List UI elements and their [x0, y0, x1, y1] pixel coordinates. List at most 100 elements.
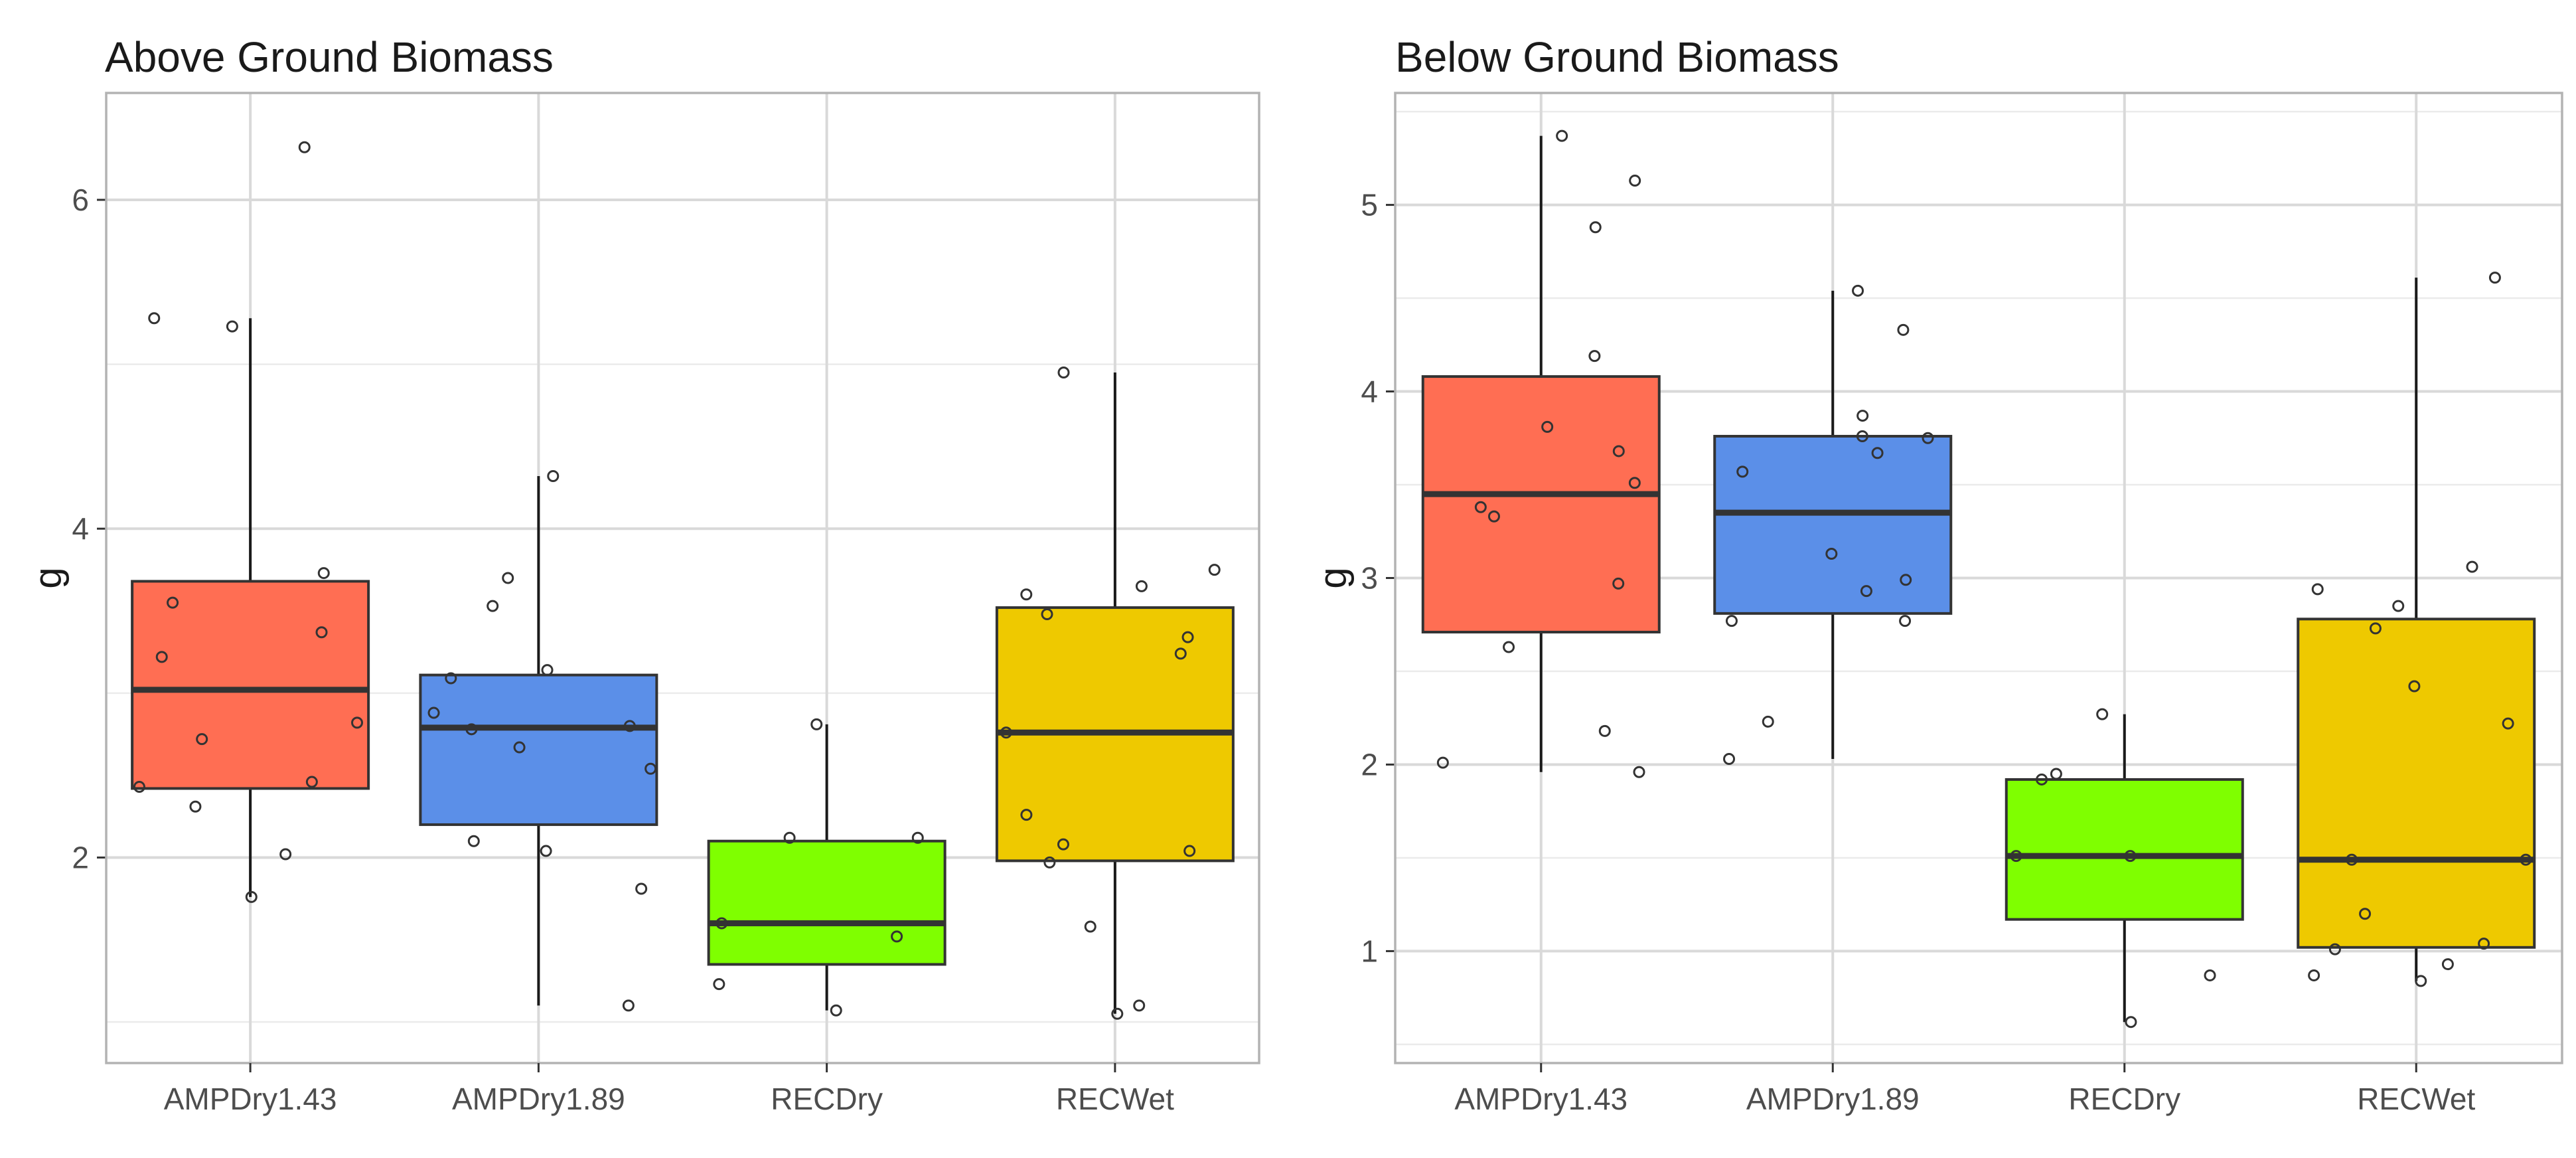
x-tick-label: AMPDry1.43 — [164, 1082, 337, 1116]
data-point — [547, 469, 560, 482]
panel-background — [106, 93, 1259, 1063]
data-point — [1041, 608, 1053, 620]
data-point — [1133, 999, 1146, 1012]
panel-border — [105, 92, 1260, 1064]
data-point — [487, 600, 499, 612]
data-point — [1057, 366, 1070, 378]
data-point — [891, 930, 903, 943]
data-point — [226, 320, 238, 333]
data-point — [2359, 908, 2372, 920]
data-point — [1111, 1007, 1124, 1020]
panel-above-ground: 2 4 6 AMPDry1.43 AMPDry1.89 RECDry RECWet Above… — [27, 33, 1260, 1116]
data-point — [2036, 773, 2048, 786]
data-point — [541, 664, 554, 677]
iqr-box — [131, 580, 370, 790]
data-point — [2441, 958, 2454, 971]
data-point — [2096, 708, 2109, 720]
data-point — [279, 848, 292, 861]
data-point — [445, 672, 457, 685]
data-point — [2488, 272, 2501, 284]
data-point — [155, 651, 168, 663]
data-point — [1856, 430, 1868, 442]
data-point — [1633, 766, 1645, 778]
data-point — [713, 978, 725, 991]
data-point — [1043, 856, 1056, 869]
y-tick-label: 4 — [72, 511, 89, 546]
box-RECDry — [2005, 714, 2244, 1023]
data-point — [1598, 724, 1611, 737]
data-point — [2308, 969, 2320, 981]
data-point — [1897, 323, 1910, 336]
y-tick-label: 3 — [1361, 561, 1378, 596]
data-point — [1612, 577, 1625, 590]
iqr-box — [707, 839, 947, 966]
data-point — [2328, 943, 2341, 955]
data-point — [1612, 445, 1625, 457]
box-AMPDry1.89 — [1713, 290, 1953, 760]
data-point — [1556, 129, 1568, 142]
data-point — [644, 762, 657, 775]
data-point — [1000, 726, 1012, 739]
box-RECWet — [2297, 278, 2536, 981]
data-point — [2204, 969, 2216, 981]
box-AMPDry1.43 — [131, 318, 370, 897]
data-point — [1020, 588, 1033, 601]
iqr-box — [2005, 778, 2244, 921]
box-RECDry — [707, 724, 947, 1011]
data-point — [2346, 853, 2358, 866]
data-point — [623, 720, 636, 732]
data-point — [783, 831, 796, 844]
data-point — [427, 706, 440, 719]
data-point — [1629, 175, 1641, 187]
data-point — [1057, 838, 1069, 851]
x-tick-label: RECWet — [2357, 1082, 2475, 1116]
data-point — [2415, 975, 2427, 987]
data-point — [1183, 845, 1196, 857]
chart-title: Below Ground Biomass — [1395, 33, 1839, 81]
data-point — [1900, 574, 1912, 586]
data-point — [2408, 680, 2421, 693]
data-point — [502, 572, 514, 584]
iqr-box — [1713, 434, 1953, 615]
data-point — [1899, 615, 1912, 627]
data-point — [196, 733, 208, 746]
data-point — [1825, 547, 1838, 560]
data-point — [1084, 920, 1097, 933]
panel-border — [1394, 92, 2563, 1064]
data-point — [305, 776, 318, 788]
data-point — [911, 831, 924, 844]
data-point — [830, 1004, 842, 1017]
chart-title: Above Ground Biomass — [105, 33, 554, 81]
data-point — [1181, 631, 1194, 643]
data-point — [1871, 447, 1884, 459]
data-point — [2369, 622, 2382, 635]
data-point — [189, 800, 202, 813]
data-point — [1736, 465, 1749, 478]
iqr-box — [1421, 375, 1661, 633]
iqr-box — [2297, 618, 2536, 949]
data-point — [1474, 501, 1487, 513]
data-point — [1856, 410, 1869, 422]
data-point — [1174, 647, 1187, 660]
data-point — [2124, 850, 2137, 863]
data-point — [167, 596, 179, 609]
data-point — [2392, 600, 2405, 612]
data-point — [1135, 580, 1148, 592]
data-point — [315, 626, 328, 639]
data-point — [133, 780, 145, 793]
data-point — [467, 835, 480, 847]
data-point — [1208, 564, 1221, 576]
data-point — [2125, 1016, 2137, 1029]
data-point — [810, 718, 823, 730]
data-point — [1436, 756, 1449, 769]
data-point — [1852, 284, 1864, 297]
data-point — [148, 312, 161, 325]
y-tick-label: 2 — [72, 840, 89, 874]
panel-below-ground: 1 2 3 4 5 AMPDry1.43 AMPDry1.89 RECDry RECWet Bel… — [1312, 33, 2563, 1116]
y-axis-label: g — [1312, 567, 1355, 588]
data-point — [622, 999, 635, 1012]
data-point — [2466, 560, 2478, 573]
x-tick-label: RECWet — [1056, 1082, 1174, 1116]
data-point — [1628, 477, 1641, 489]
